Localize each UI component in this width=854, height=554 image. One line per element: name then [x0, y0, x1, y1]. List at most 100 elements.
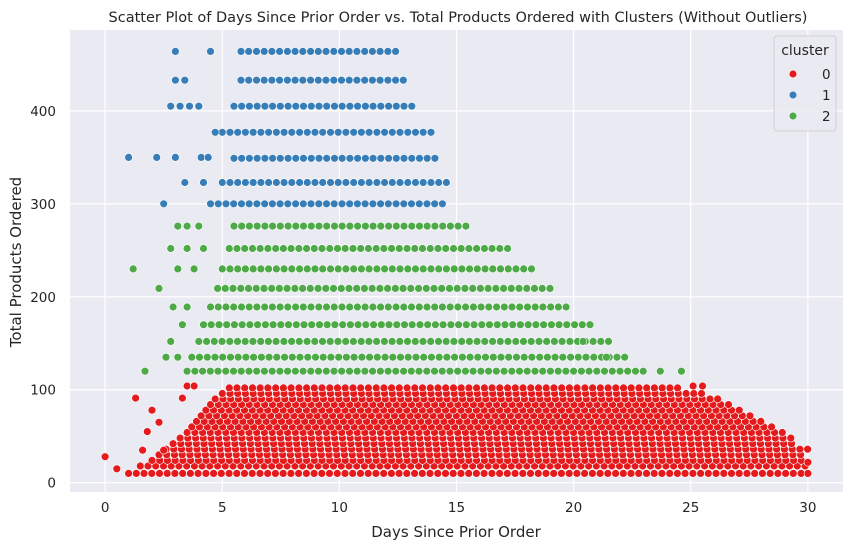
scatter-point	[345, 154, 355, 163]
scatter-point	[553, 367, 563, 376]
scatter-point	[356, 469, 365, 478]
scatter-point	[218, 389, 227, 398]
scatter-point	[434, 178, 443, 187]
scatter-point	[479, 469, 489, 478]
scatter-point	[380, 337, 389, 346]
scatter-point	[391, 367, 400, 376]
scatter-point	[507, 284, 516, 293]
scatter-point	[724, 400, 733, 409]
scatter-point	[767, 422, 776, 432]
scatter-point	[276, 221, 285, 231]
scatter-point	[435, 353, 444, 362]
scatter-point	[245, 320, 255, 329]
scatter-point	[211, 394, 220, 404]
scatter-point	[229, 367, 238, 376]
scatter-point	[422, 199, 432, 209]
scatter-point	[472, 469, 481, 478]
scatter-point	[588, 383, 597, 393]
scatter-point	[244, 75, 253, 85]
scatter-point	[549, 469, 558, 478]
scatter-point	[376, 302, 385, 312]
scatter-point	[566, 353, 575, 362]
scatter-point	[268, 199, 277, 209]
scatter-point	[642, 469, 651, 478]
scatter-point	[615, 367, 625, 376]
scatter-point	[228, 284, 238, 293]
scatter-point	[280, 353, 289, 362]
scatter-point	[287, 337, 296, 346]
scatter-point	[430, 367, 439, 376]
scatter-point	[391, 75, 400, 85]
y-tick-label: 200	[30, 290, 56, 306]
scatter-point	[349, 128, 358, 137]
scatter-point	[457, 383, 466, 393]
scatter-point	[341, 264, 351, 274]
scatter-point	[348, 383, 358, 393]
scatter-point	[373, 353, 382, 362]
scatter-point	[705, 394, 715, 404]
scatter-point	[171, 75, 180, 85]
scatter-point	[326, 353, 336, 362]
scatter-point	[673, 469, 682, 478]
scatter-point	[310, 178, 320, 187]
scatter-point	[515, 367, 524, 376]
scatter-point	[299, 302, 308, 312]
scatter-point	[433, 469, 442, 478]
scatter-point	[437, 284, 446, 293]
scatter-point	[199, 178, 208, 187]
scatter-point	[356, 383, 365, 393]
scatter-point	[361, 154, 370, 163]
scatter-point	[379, 469, 388, 478]
scatter-point	[496, 264, 505, 274]
scatter-point	[330, 154, 339, 163]
scatter-point	[626, 383, 636, 393]
scatter-point	[139, 469, 149, 478]
scatter-point	[376, 199, 385, 209]
scatter-point	[330, 101, 339, 111]
scatter-point	[673, 383, 682, 393]
scatter-point	[464, 469, 473, 478]
scatter-point	[318, 264, 327, 274]
scatter-point	[310, 244, 319, 253]
scatter-point	[392, 221, 401, 231]
scatter-point	[299, 221, 308, 231]
scatter-point	[356, 244, 365, 253]
scatter-point	[244, 367, 254, 376]
scatter-point	[245, 101, 254, 111]
scatter-point	[527, 264, 536, 274]
scatter-point	[338, 221, 347, 231]
scatter-point	[403, 128, 412, 137]
scatter-point	[182, 302, 192, 312]
scatter-point	[434, 264, 443, 274]
scatter-point	[364, 178, 374, 187]
scatter-point	[291, 221, 300, 231]
scatter-point	[562, 320, 571, 329]
legend-title: cluster	[781, 43, 829, 59]
scatter-point	[348, 244, 358, 253]
scatter-point	[166, 244, 175, 253]
scatter-point	[333, 383, 342, 393]
scatter-point	[185, 101, 194, 111]
scatter-point	[504, 264, 513, 274]
scatter-point	[279, 244, 288, 253]
scatter-point	[577, 367, 586, 376]
scatter-point	[260, 221, 270, 231]
scatter-point	[326, 178, 335, 187]
scatter-point	[476, 367, 486, 376]
x-tick-label: 0	[101, 500, 110, 516]
scatter-point	[734, 406, 744, 415]
scatter-point	[789, 469, 798, 478]
scatter-point	[170, 469, 180, 478]
scatter-point	[175, 433, 185, 443]
scatter-point	[380, 264, 389, 274]
scatter-point	[449, 469, 458, 478]
scatter-point	[237, 101, 246, 111]
scatter-point	[294, 383, 304, 393]
scatter-point	[260, 154, 270, 163]
scatter-point	[379, 244, 389, 253]
scatter-point	[539, 320, 548, 329]
scatter-point	[372, 178, 382, 187]
scatter-point	[330, 302, 339, 312]
scatter-point	[194, 337, 204, 346]
scatter-point	[372, 383, 381, 393]
